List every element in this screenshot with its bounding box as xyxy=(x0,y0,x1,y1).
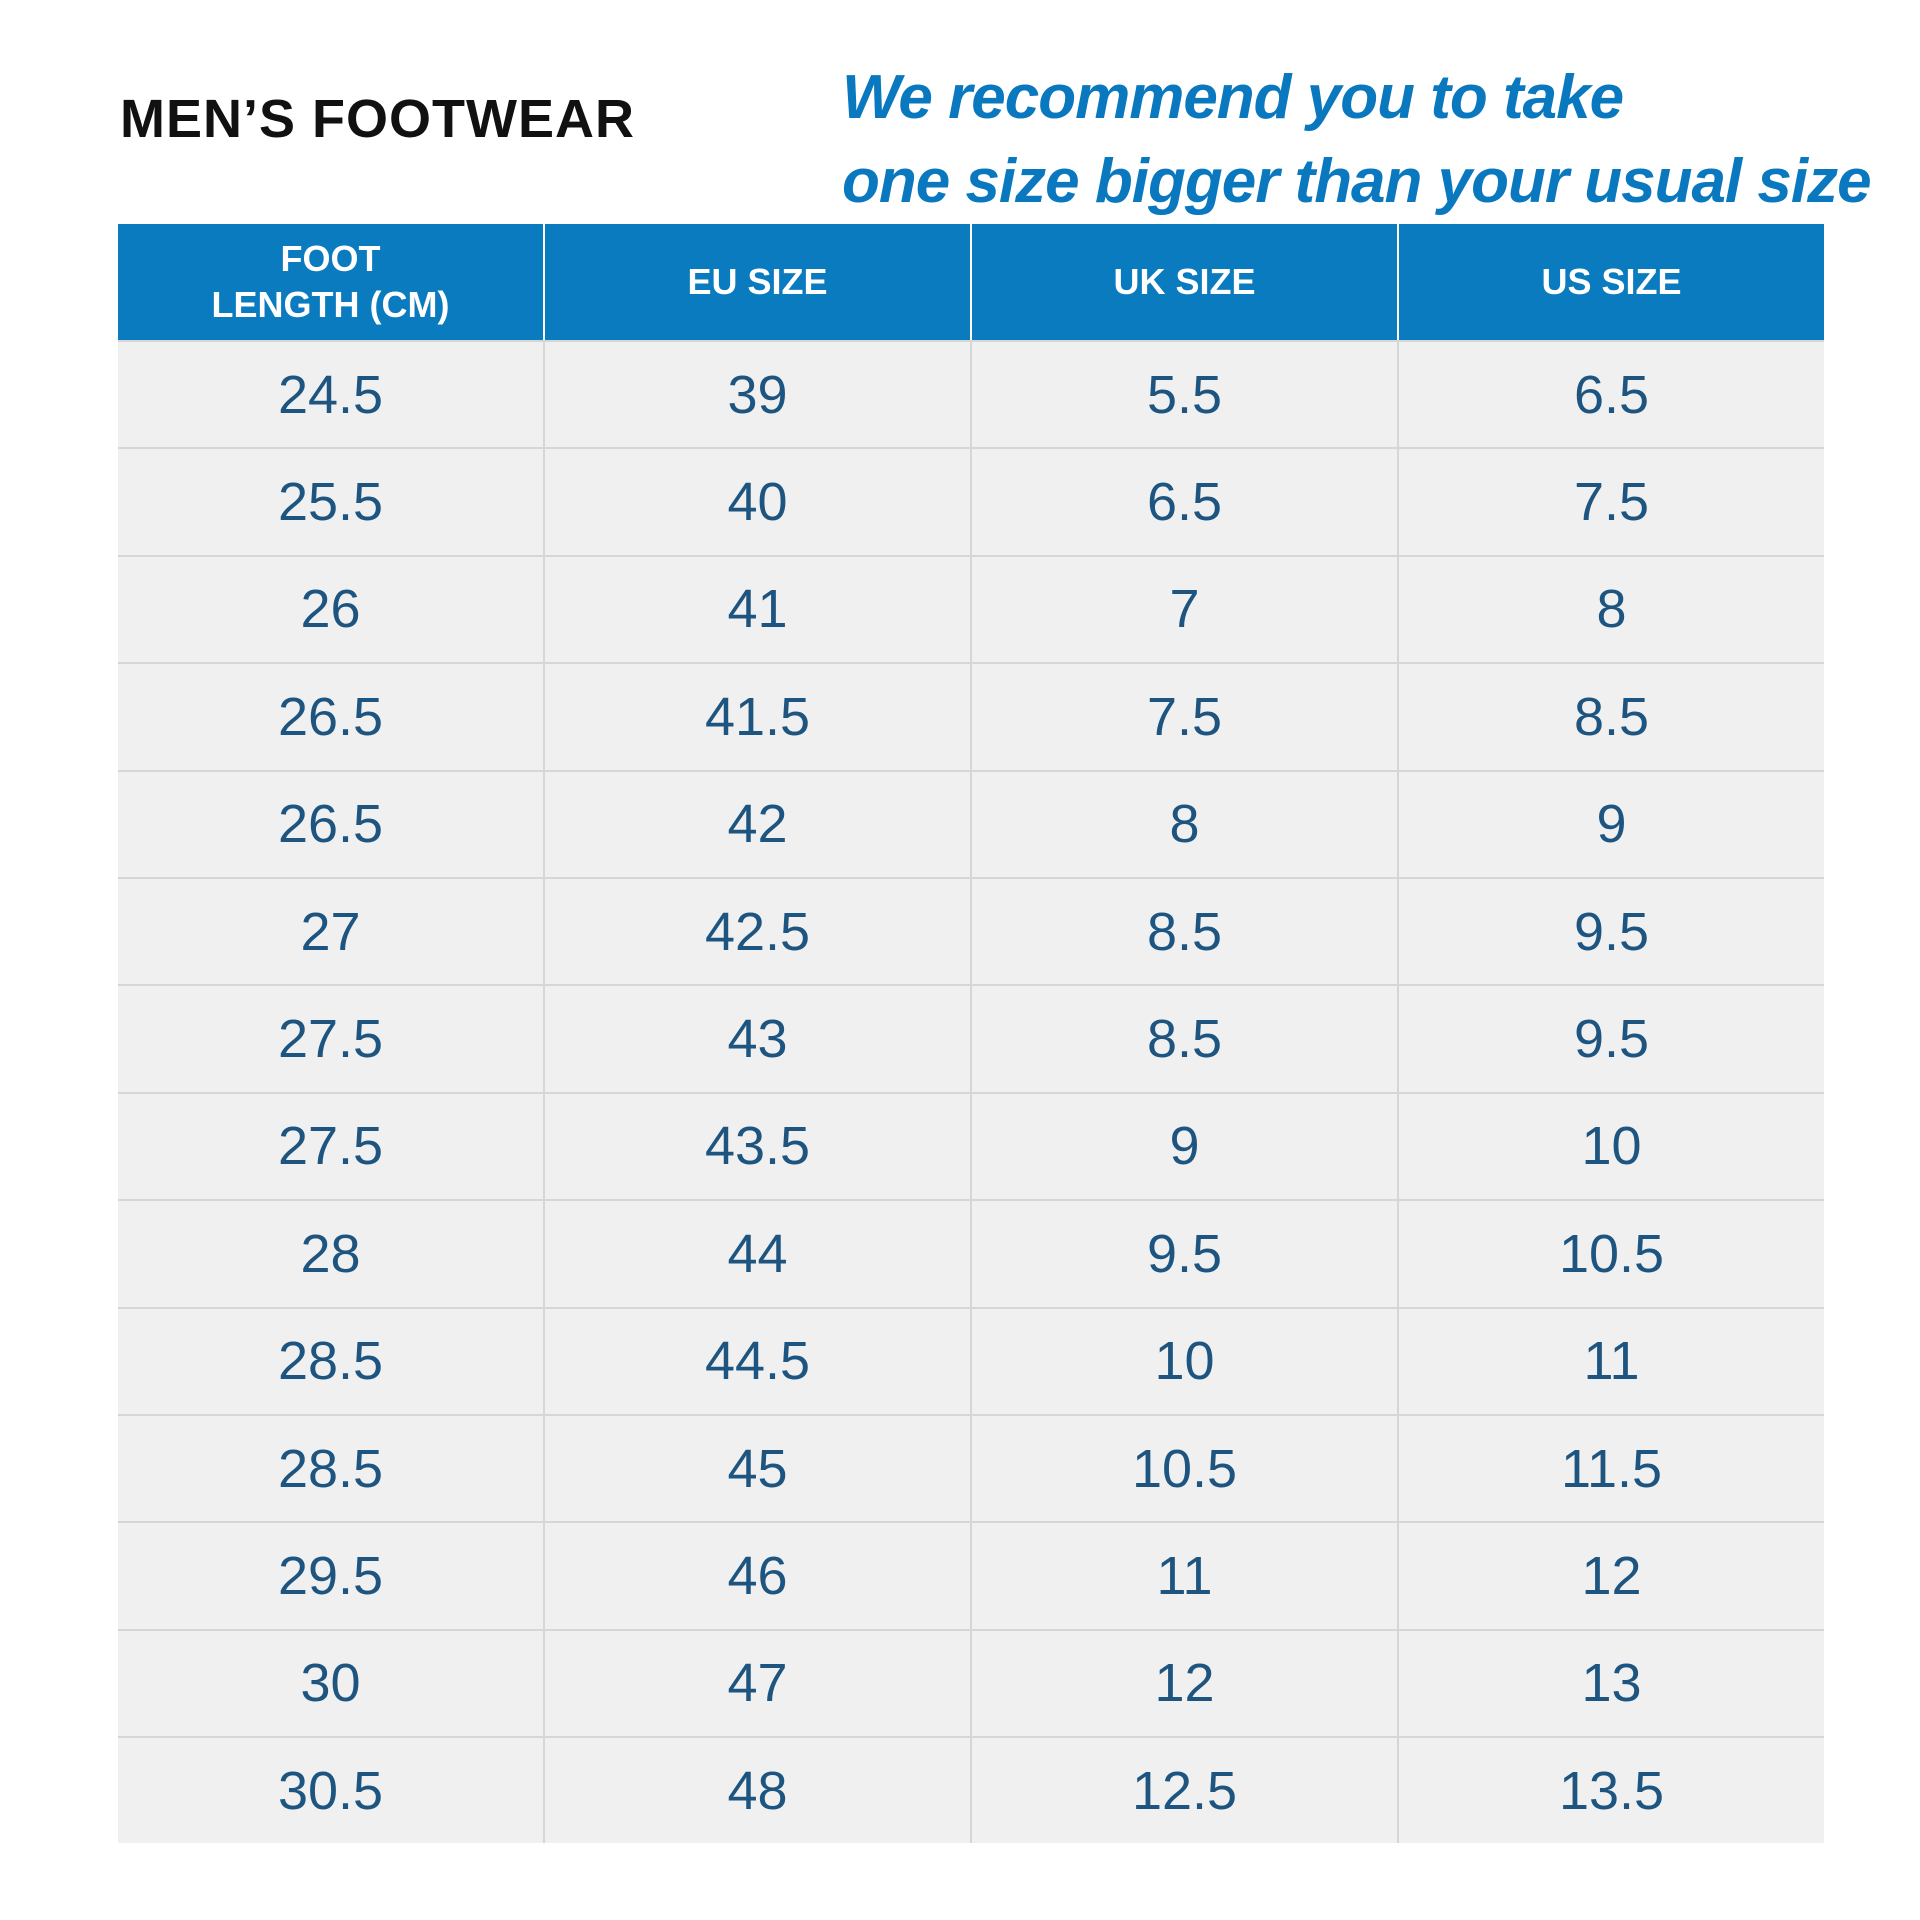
cell: 12 xyxy=(1397,1523,1824,1629)
cell: 25.5 xyxy=(277,472,384,533)
cell: 46 xyxy=(543,1523,970,1629)
cell: 27.5 xyxy=(277,1009,384,1070)
header-cell: US SIZE xyxy=(1397,224,1824,340)
row: 28.5 44.5 10 11 xyxy=(118,1306,1824,1414)
row: 26.5 41.5 7.5 8.5 xyxy=(118,662,1824,770)
cell: 30 xyxy=(300,1653,361,1714)
cell: 11 xyxy=(1397,1308,1824,1414)
row: 30 47 12 13 xyxy=(118,1628,1824,1737)
cell: 43 xyxy=(543,986,970,1092)
cell: 9 xyxy=(970,1093,1397,1200)
cell: 47 xyxy=(543,1630,970,1737)
header-cell: EU SIZE xyxy=(543,224,970,340)
header-row: FOOT LENGTH (CM) EU SIZE UK SIZE US SIZE xyxy=(118,224,1824,340)
header-cell: UK SIZE xyxy=(970,224,1397,340)
cell: 10 xyxy=(970,1308,1397,1414)
note-line: We recommend you to take xyxy=(842,63,1624,132)
header-text: US SIZE xyxy=(1541,261,1682,302)
row: 24.5 39 5.5 6.5 xyxy=(118,340,1824,448)
cell: 48 xyxy=(543,1738,970,1844)
cell: 26.5 xyxy=(277,686,384,747)
row: 28.5 45 10.5 11.5 xyxy=(118,1413,1824,1522)
cell: 11.5 xyxy=(1397,1415,1824,1522)
cell: 10.5 xyxy=(970,1415,1397,1522)
cell: 10 xyxy=(1397,1093,1824,1200)
cell: 8 xyxy=(970,771,1397,877)
cell: 8 xyxy=(1397,556,1824,663)
cell: 8.5 xyxy=(1397,664,1824,770)
cell: 12 xyxy=(970,1630,1397,1737)
cell: 39 xyxy=(543,342,970,448)
cell: 28.5 xyxy=(277,1331,384,1392)
cell: 41 xyxy=(543,556,970,663)
header-text: UK SIZE xyxy=(1113,261,1256,302)
row: 27.5 43 8.5 9.5 xyxy=(118,984,1824,1092)
note-line: one size bigger than your usual size xyxy=(842,147,1872,216)
cell: 6.5 xyxy=(970,449,1397,555)
cell: 13.5 xyxy=(1397,1738,1824,1844)
cell: 8.5 xyxy=(970,986,1397,1092)
cell: 45 xyxy=(543,1415,970,1522)
cell: 7.5 xyxy=(1397,449,1824,555)
cell: 9.5 xyxy=(1397,878,1824,985)
cell: 10.5 xyxy=(1397,1201,1824,1307)
cell: 40 xyxy=(543,449,970,555)
cell: 9.5 xyxy=(1397,986,1824,1092)
cell: 30.5 xyxy=(277,1760,384,1821)
cell: 7 xyxy=(970,556,1397,663)
cell: 42.5 xyxy=(543,878,970,985)
row: 26.5 42 8 9 xyxy=(118,769,1824,877)
row: 29.5 46 11 12 xyxy=(118,1521,1824,1629)
cell: 11 xyxy=(970,1523,1397,1629)
cell: 26.5 xyxy=(277,794,384,855)
row: 27 42.5 8.5 9.5 xyxy=(118,876,1824,985)
row: 27.5 43.5 9 10 xyxy=(118,1091,1824,1200)
header-text: LENGTH (CM) xyxy=(211,284,450,325)
cell: 5.5 xyxy=(970,342,1397,448)
cell: 6.5 xyxy=(1397,342,1824,448)
cell: 44 xyxy=(543,1201,970,1307)
cell: 24.5 xyxy=(277,364,384,425)
header-text: FOOT xyxy=(280,238,381,279)
size-table: FOOT LENGTH (CM) EU SIZE UK SIZE US SIZE 24.5… xyxy=(118,224,1824,1844)
cell: 43.5 xyxy=(543,1093,970,1200)
row: 25.5 40 6.5 7.5 xyxy=(118,447,1824,555)
cell: 13 xyxy=(1397,1630,1824,1737)
cell: 28 xyxy=(300,1223,361,1284)
title: MEN’S FOOTWEAR xyxy=(120,89,635,149)
row: 30.5 48 12.5 13.5 xyxy=(118,1736,1824,1844)
header-text: EU SIZE xyxy=(687,261,828,302)
cell: 27.5 xyxy=(277,1116,384,1177)
cell: 12.5 xyxy=(970,1738,1397,1844)
cell: 7.5 xyxy=(970,664,1397,770)
row: 28 44 9.5 10.5 xyxy=(118,1199,1824,1307)
cell: 26 xyxy=(300,579,361,640)
note: We recommend you to take one size bigger … xyxy=(842,56,1872,224)
cell: 42 xyxy=(543,771,970,877)
cell: 9 xyxy=(1397,771,1824,877)
cell: 44.5 xyxy=(543,1308,970,1414)
cell: 9.5 xyxy=(970,1201,1397,1307)
cell: 27 xyxy=(300,901,361,962)
cell: 28.5 xyxy=(277,1438,384,1499)
cell: 29.5 xyxy=(277,1545,384,1606)
cell: 41.5 xyxy=(543,664,970,770)
row: 26 41 7 8 xyxy=(118,554,1824,663)
header-cell: FOOT LENGTH (CM) xyxy=(118,224,543,340)
cell: 8.5 xyxy=(970,878,1397,985)
